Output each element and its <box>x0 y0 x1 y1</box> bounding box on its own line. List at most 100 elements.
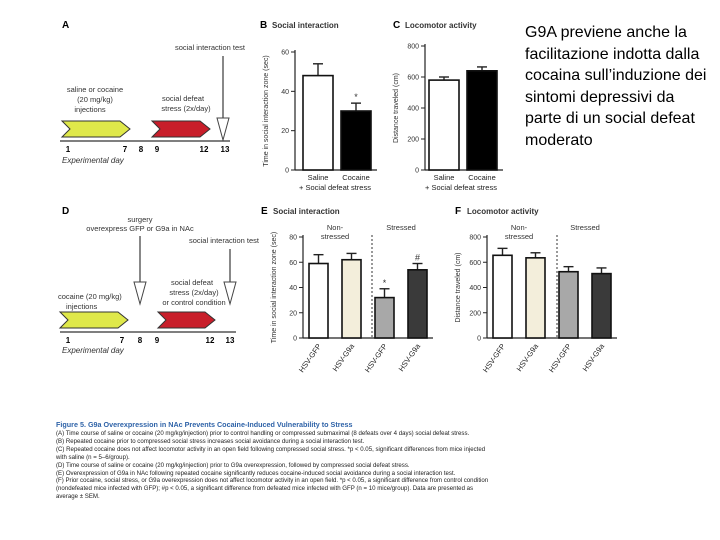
chart-f-group-label-non: stressed <box>505 232 533 241</box>
chart-e-category-label: HSV-G9a <box>331 341 357 373</box>
chart-e-annotation: * <box>383 278 387 288</box>
timeline-a-tick-9: 9 <box>155 145 160 154</box>
caption-line: (D) Time course of saline or cocaine (20… <box>56 461 410 469</box>
caption-line: (F) Prior cocaine, social stress, or G9a… <box>56 477 489 485</box>
caption-line: with saline (n = 5–6/group). <box>56 453 130 461</box>
chart-c-bar <box>466 70 498 171</box>
panel-label-a: A <box>62 20 69 31</box>
chart-f-category-label: HSV-G9a <box>515 341 541 373</box>
chart-f-y-label: Distance traveled (cm) <box>455 252 462 322</box>
chart-b-annotation: * <box>354 92 358 102</box>
chart-b-y-tick-label: 20 <box>281 128 289 135</box>
timeline-a-defeat-label-1: social defeat <box>162 94 205 103</box>
chart-e-bar <box>308 262 329 339</box>
caption-line: (B) Repeated cocaine prior to compressed… <box>56 437 365 445</box>
chart-c-bar <box>428 79 460 171</box>
chart-f-category-label: HSV-GFP <box>547 342 573 374</box>
timeline-a-tick-1: 1 <box>66 145 71 154</box>
timeline-a-defeat-arrow <box>150 120 211 138</box>
chart-c-category-label: Cocaine <box>468 173 496 182</box>
chart-f-title: Locomotor activity <box>467 207 539 216</box>
chart-c-x-note: + Social defeat stress <box>425 183 497 192</box>
timeline-a-injection-arrow <box>60 120 131 138</box>
timeline-d-tick-8: 8 <box>138 336 143 345</box>
chart-f-bar <box>525 257 546 339</box>
caption-line: (C) Repeated cocaine does not affect loc… <box>56 445 486 453</box>
timeline-d-tick-9: 9 <box>155 336 160 345</box>
slide-note: G9A previene anche la facilitazione indo… <box>525 24 707 149</box>
timeline-d-test-arrow-head <box>223 281 237 306</box>
chart-e-bar <box>341 258 362 339</box>
panel-label-f: F <box>455 206 461 217</box>
chart-e-y-tick-label: 60 <box>289 260 297 267</box>
timeline-d-defeat-label-1: social defeat <box>171 278 214 287</box>
timeline-a-tick-7: 7 <box>123 145 128 154</box>
chart-e-title: Social interaction <box>273 207 340 216</box>
chart-c-y-tick-label: 0 <box>415 168 419 175</box>
timeline-a: A social interaction test saline or coca… <box>60 20 246 165</box>
chart-e-bar <box>374 296 395 339</box>
timeline-d-surgery-2: overexpress GFP or G9a in NAc <box>86 224 194 233</box>
chart-f-y-tick-label: 600 <box>469 260 481 267</box>
chart-c-title: Locomotor activity <box>405 21 477 30</box>
chart-b-category-label: Saline <box>308 173 329 182</box>
timeline-a-tick-12: 12 <box>200 145 209 154</box>
chart-f-bar <box>492 254 513 339</box>
chart-e-group-label-non: stressed <box>321 232 349 241</box>
timeline-a-inj-label-3: injections <box>74 105 106 114</box>
chart-f-category-label: HSV-G9a <box>581 341 607 373</box>
chart-b-bar <box>340 110 372 171</box>
chart-b-category-label: Cocaine <box>342 173 370 182</box>
chart-b-x-note: + Social defeat stress <box>299 183 371 192</box>
timeline-d-tick-12: 12 <box>206 336 215 345</box>
chart-b-y-tick-label: 60 <box>281 50 289 57</box>
timeline-d-top-label: social interaction test <box>189 236 260 245</box>
timeline-d-defeat-label-2: stress (2x/day) <box>169 288 219 297</box>
timeline-d-axis-label: Experimental day <box>62 346 125 355</box>
chart-f-bar <box>591 272 612 339</box>
chart-c-y-tick-label: 800 <box>407 44 419 51</box>
timeline-d-tick-7: 7 <box>120 336 125 345</box>
timeline-d-defeat-arrow <box>156 311 216 329</box>
chart-e-category-label: HSV-GFP <box>297 342 323 374</box>
chart-b-y-tick-label: 40 <box>281 89 289 96</box>
caption-line: (A) Time course of saline or cocaine (20… <box>56 430 470 437</box>
timeline-d-surgery-arrow-head <box>133 281 147 306</box>
chart-b-bar <box>302 74 334 171</box>
chart-e-bar <box>407 269 428 339</box>
timeline-d-inj-label-1: cocaine (20 mg/kg) <box>58 292 122 301</box>
timeline-d: D surgery overexpress GFP or G9a in NAc … <box>58 206 260 355</box>
chart-f-y-tick-label: 0 <box>477 336 481 343</box>
chart-e-y-tick-label: 0 <box>293 336 297 343</box>
chart-e-y-tick-label: 80 <box>289 235 297 242</box>
chart-e-y-label: Time in social interaction zone (sec) <box>271 232 278 343</box>
panel-label-b: B <box>260 20 267 31</box>
chart-e-annotation: # <box>415 253 420 263</box>
timeline-d-tick-1: 1 <box>66 336 71 345</box>
chart-c-y-tick-label: 400 <box>407 106 419 113</box>
chart-e-category-label: HSV-GFP <box>363 342 389 374</box>
chart-f-group-label-non: Non- <box>511 223 528 232</box>
panel-label-d: D <box>62 206 69 217</box>
panel-label-e: E <box>261 206 268 217</box>
chart-f-group-label-stressed: Stressed <box>570 223 600 232</box>
timeline-d-surgery-1: surgery <box>127 215 152 224</box>
timeline-d-tick-13: 13 <box>226 336 235 345</box>
caption-line: average ± SEM. <box>56 493 100 501</box>
timeline-d-injection-arrow <box>58 311 129 329</box>
timeline-d-defeat-label-3: or control condition <box>162 298 225 307</box>
caption-line: (nondefeated mice infected with GFP); #p… <box>56 485 474 493</box>
timeline-a-tick-13: 13 <box>221 145 230 154</box>
chart-f-bar <box>558 270 579 339</box>
chart-b-y-label: Time in social interaction zone (sec) <box>263 55 270 166</box>
chart-c-category-label: Saline <box>434 173 455 182</box>
chart-f-category-label: HSV-GFP <box>481 342 507 374</box>
chart-b-y-tick-label: 0 <box>285 168 289 175</box>
chart-e-y-tick-label: 40 <box>289 285 297 292</box>
timeline-a-tick-8: 8 <box>139 145 144 154</box>
chart-c-y-tick-label: 200 <box>407 137 419 144</box>
caption-line: (E) Overexpression of G9a in NAc followi… <box>56 469 456 477</box>
figure-caption: Figure 5. G9a Overexpression in NAc Prev… <box>56 420 656 501</box>
chart-c-y-label: Distance traveled (cm) <box>393 73 400 143</box>
